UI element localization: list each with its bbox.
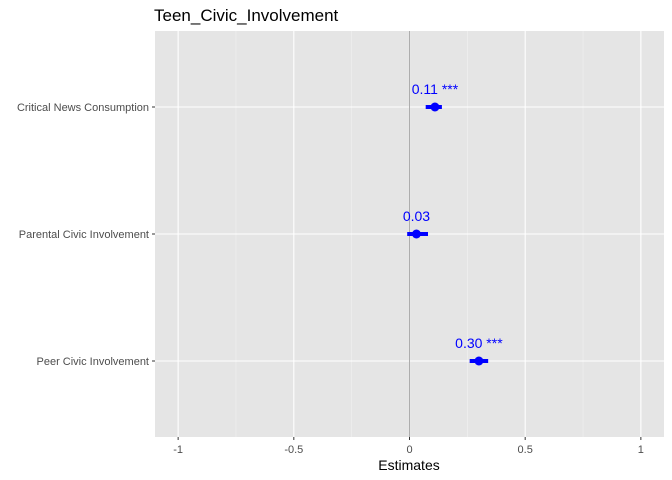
plot-panel [155,31,664,437]
estimate-point [430,102,440,112]
x-tick-label: -1 [173,444,183,456]
x-axis-title: Estimates [378,457,439,473]
estimate-point [411,229,421,239]
x-tick-label: 0.5 [518,444,533,456]
estimate-label: 0.11 *** [412,81,459,97]
y-tick-label: Peer Civic Involvement [37,356,150,368]
plot-marks: 0.11 *** 0.03 0.30 *** [403,81,503,366]
estimate-label: 0.03 [403,208,430,224]
chart-title: Teen_Civic_Involvement [154,6,339,25]
plot-axes: Critical News Consumption Parental Civic … [17,102,644,456]
estimate-point [474,356,484,366]
x-tick-label: -0.5 [284,444,303,456]
estimate-label: 0.30 *** [455,335,503,351]
x-tick-label: 0 [406,444,412,456]
y-tick-label: Critical News Consumption [17,102,149,114]
x-tick-label: 1 [638,444,644,456]
y-tick-label: Parental Civic Involvement [19,229,149,241]
